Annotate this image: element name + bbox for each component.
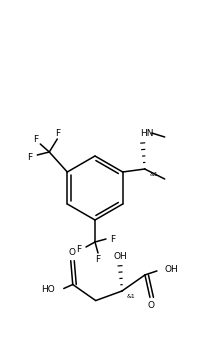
Text: F: F xyxy=(95,256,101,265)
Text: F: F xyxy=(55,130,60,139)
Text: OH: OH xyxy=(165,265,179,274)
Text: F: F xyxy=(27,152,32,162)
Text: &1: &1 xyxy=(127,294,136,299)
Text: &1: &1 xyxy=(150,171,159,176)
Text: F: F xyxy=(110,234,116,244)
Text: F: F xyxy=(33,135,38,144)
Text: O: O xyxy=(69,248,76,257)
Text: HO: HO xyxy=(41,285,55,294)
Text: HN: HN xyxy=(140,129,154,138)
Text: O: O xyxy=(148,301,155,310)
Text: OH: OH xyxy=(113,252,127,261)
Text: F: F xyxy=(76,245,81,254)
